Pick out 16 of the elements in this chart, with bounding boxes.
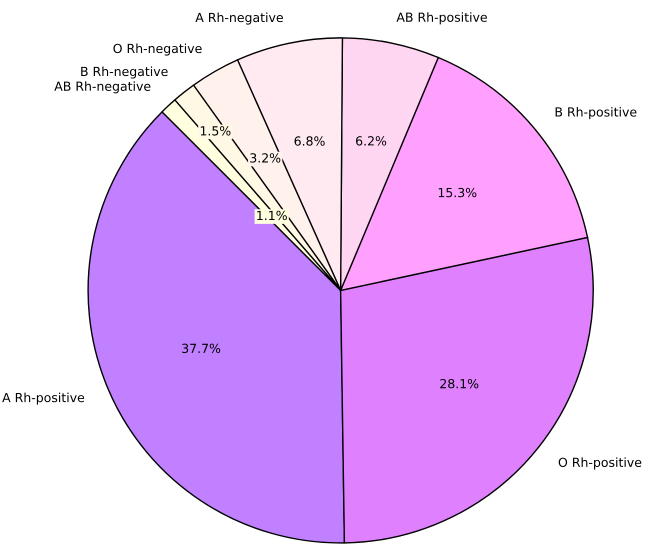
slice-label: O Rh-negative bbox=[113, 43, 202, 56]
data-label: 15.3% bbox=[438, 188, 476, 198]
data-label: 28.1% bbox=[440, 378, 478, 388]
data-label: 6.2% bbox=[356, 136, 386, 146]
slice-label: AB Rh-negative bbox=[54, 81, 150, 94]
data-label: 1.1% bbox=[257, 210, 287, 220]
data-label: 1.5% bbox=[200, 126, 231, 136]
slice-label: AB Rh-positive bbox=[396, 12, 487, 24]
data-label: 6.8% bbox=[294, 136, 325, 146]
slice-label: B Rh-positive bbox=[556, 106, 636, 120]
slice-label: O Rh-positive bbox=[558, 457, 642, 470]
slice-label: B Rh-negative bbox=[81, 66, 168, 79]
slice-label: A Rh-negative bbox=[195, 12, 283, 25]
slice-label: A Rh-positive bbox=[2, 392, 84, 405]
data-label: 3.2% bbox=[250, 153, 280, 163]
data-label: 37.7% bbox=[182, 344, 220, 354]
